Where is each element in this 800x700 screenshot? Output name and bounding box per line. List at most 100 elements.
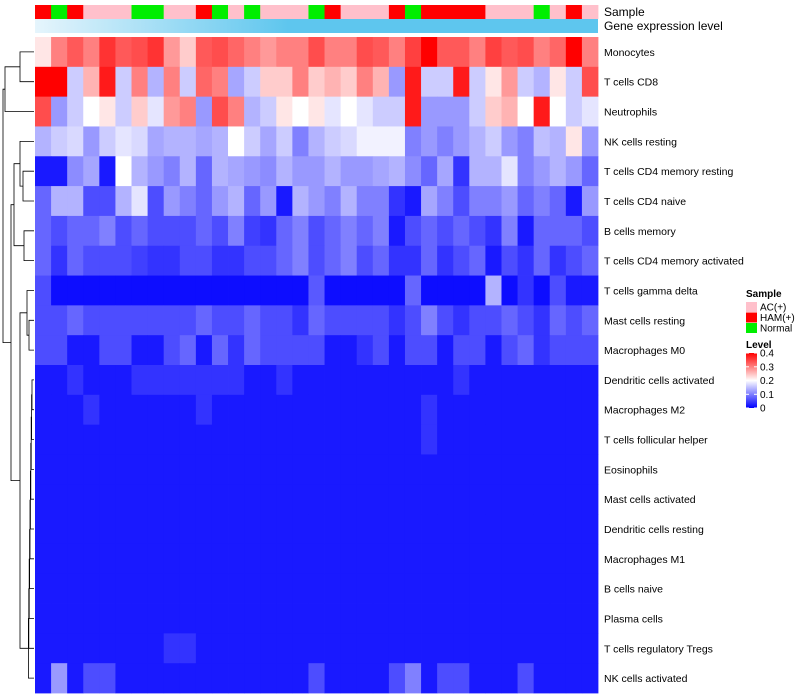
heatmap-cell: [453, 484, 470, 515]
heatmap-cell: [211, 156, 229, 187]
heatmap-cell: [533, 424, 551, 455]
heatmap-cell: [83, 126, 100, 157]
heatmap-cell: [99, 37, 116, 68]
heatmap-cell: [469, 126, 486, 157]
heatmap-cell: [179, 245, 197, 276]
heatmap-cell: [83, 156, 100, 187]
heatmap-cell: [517, 454, 535, 485]
heatmap-cell: [581, 245, 599, 276]
heatmap-cell: [99, 215, 116, 247]
heatmap-cell: [35, 96, 52, 127]
heatmap-cell: [179, 514, 197, 545]
heatmap-cell: [340, 365, 358, 396]
heatmap-cell: [565, 454, 583, 485]
heatmap-cell: [340, 454, 358, 485]
heatmap-cell: [67, 275, 84, 306]
heatmap-cell: [163, 275, 181, 306]
heatmap-cell: [501, 454, 518, 485]
heatmap-cell: [453, 215, 470, 247]
heatmap-cell: [292, 66, 309, 98]
heatmap-cell: [517, 96, 535, 127]
heatmap-cell: [565, 543, 583, 575]
heatmap-cell: [211, 394, 229, 426]
sample-cell: [549, 5, 567, 19]
heatmap-cell: [147, 186, 165, 217]
heatmap-cell: [549, 156, 567, 187]
heatmap-cell: [565, 663, 583, 694]
heatmap-cell: [211, 365, 229, 396]
heatmap-cell: [131, 66, 148, 98]
heatmap-cell: [469, 573, 486, 604]
heatmap-cell: [581, 215, 599, 247]
heatmap-cell: [453, 156, 470, 187]
heatmap-cell: [340, 663, 358, 694]
heatmap-cell: [324, 186, 342, 217]
heatmap-cell: [228, 66, 245, 98]
legend-level-tick-label: 0.2: [760, 376, 774, 387]
heatmap-cell: [51, 663, 68, 694]
heatmap-cell: [437, 633, 454, 664]
heatmap-cell: [581, 305, 599, 336]
heatmap-cell: [179, 454, 197, 485]
heatmap-cell: [308, 663, 325, 694]
heatmap-cell: [115, 66, 132, 98]
heatmap-cell: [469, 454, 486, 485]
heatmap-cell: [115, 454, 132, 485]
heatmap-cell: [437, 186, 454, 217]
heatmap-cell: [469, 424, 486, 455]
heatmap-cell: [388, 215, 406, 247]
heatmap-cell: [469, 633, 486, 664]
heatmap-cell: [195, 215, 213, 247]
legend-sample-items: AC(+)HAM(+)Normal: [746, 302, 795, 335]
heatmap-cell: [485, 245, 502, 276]
heatmap-cell: [533, 603, 551, 634]
heatmap-cell: [453, 573, 470, 604]
row-label: Neutrophils: [604, 107, 657, 119]
heatmap-cell: [324, 394, 342, 426]
heatmap-cell: [99, 633, 116, 664]
heatmap-cell: [469, 484, 486, 515]
heatmap-cell: [469, 365, 486, 396]
heatmap-cell: [501, 305, 518, 336]
sample-cell: [99, 5, 116, 19]
heatmap-cell: [83, 484, 100, 515]
heatmap-cell: [179, 335, 197, 366]
heatmap-cell: [67, 215, 84, 247]
heatmap-cell: [211, 573, 229, 604]
heatmap-cell: [83, 305, 100, 336]
heatmap-cell: [372, 66, 390, 98]
heatmap-cell: [533, 275, 551, 306]
row-label: Mast cells resting: [604, 315, 685, 327]
heatmap-cell: [67, 394, 84, 426]
sample-cell: [356, 5, 374, 19]
heatmap-cell: [356, 245, 374, 276]
heatmap-cell: [83, 365, 100, 396]
heatmap-cell: [517, 573, 535, 604]
heatmap-cell: [147, 37, 165, 68]
sample-cell: [324, 5, 342, 19]
heatmap-cell: [292, 484, 309, 515]
heatmap-cell: [453, 394, 470, 426]
heatmap-cell: [131, 454, 148, 485]
heatmap-cell: [163, 215, 181, 247]
heatmap-cell: [421, 215, 438, 247]
heatmap-cell: [147, 633, 165, 664]
heatmap-cell: [244, 454, 261, 485]
heatmap-cell: [228, 37, 245, 68]
heatmap-cell: [340, 543, 358, 575]
heatmap-cell: [51, 37, 68, 68]
sample-cell: [260, 5, 277, 19]
heatmap-cell: [533, 514, 551, 545]
heatmap-cell: [131, 96, 148, 127]
sample-cell: [228, 5, 245, 19]
heatmap-cell: [195, 454, 213, 485]
heatmap-cell: [356, 126, 374, 157]
heatmap-cell: [340, 335, 358, 366]
heatmap-cell: [340, 484, 358, 515]
heatmap-cell: [211, 186, 229, 217]
heatmap-cell: [372, 454, 390, 485]
heatmap-cell: [581, 603, 599, 634]
heatmap-cell: [372, 573, 390, 604]
heatmap-cell: [276, 484, 293, 515]
heatmap-cell: [404, 96, 422, 127]
